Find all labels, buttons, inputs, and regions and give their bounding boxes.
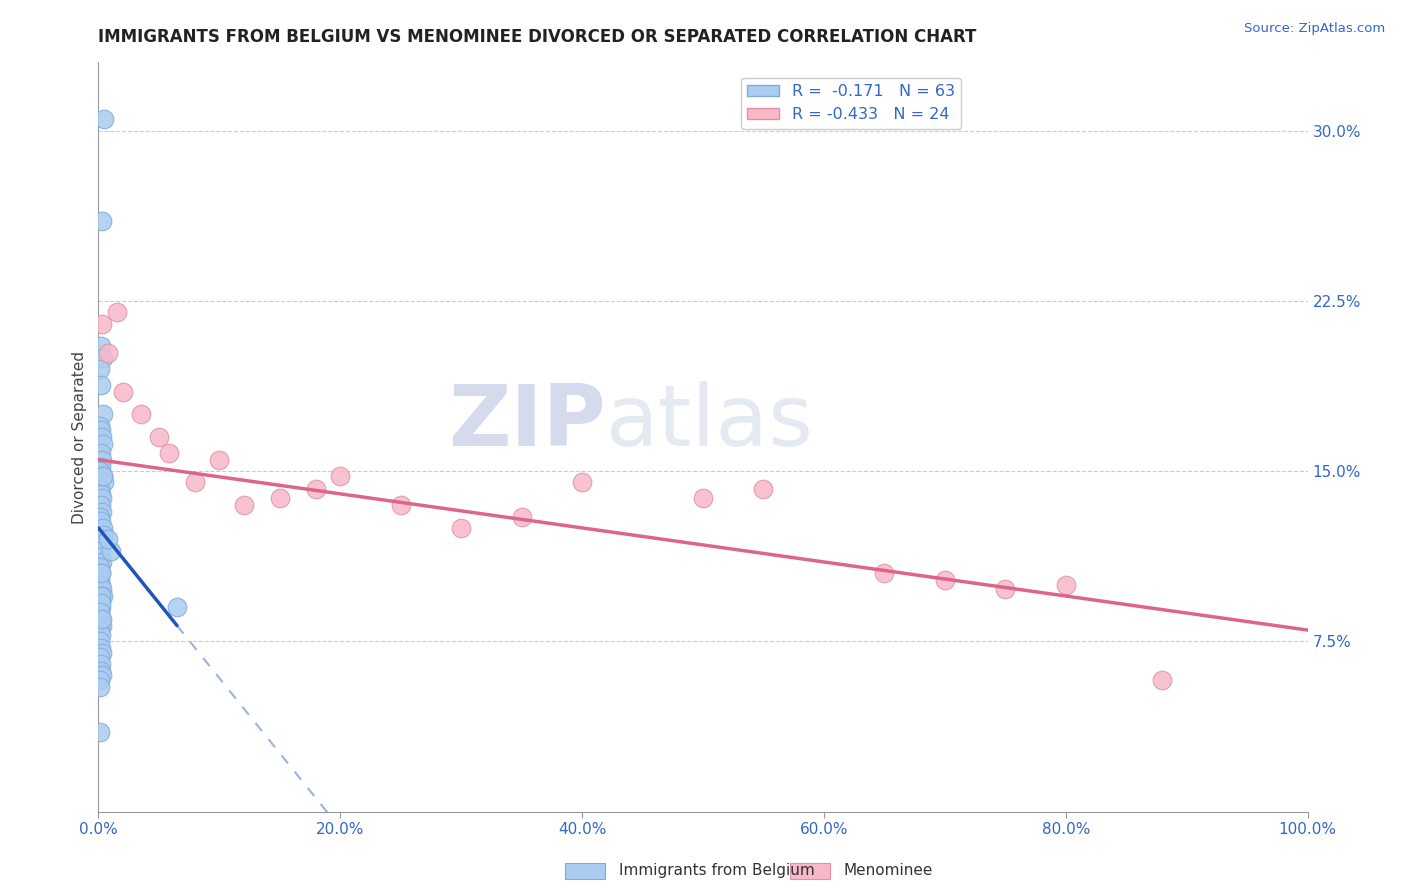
Point [89,634,111,648]
Point [93,112,115,127]
Point [873,566,896,581]
Point [91,214,114,228]
Point [934,573,956,587]
Y-axis label: Divorced or Separated: Divorced or Separated [72,351,87,524]
Point [90,514,112,528]
Point [90,339,112,353]
Text: ZIP: ZIP [449,381,606,464]
Point [89,623,111,637]
Point [90,566,112,581]
Point [90,577,112,591]
Point [89,673,111,687]
Point [90,627,112,641]
Point [89,605,111,619]
Point [91,468,114,483]
Point [91,317,114,331]
Point [91,521,114,535]
Point [91,618,114,632]
Text: Source: ZipAtlas.com: Source: ZipAtlas.com [1244,22,1385,36]
Point [90,657,112,672]
Point [89,483,111,497]
Point [1054,577,1077,591]
Point [692,491,714,506]
Point [90,600,112,615]
Text: atlas: atlas [606,381,814,464]
Point [91,430,114,444]
Point [329,468,352,483]
Point [89,464,111,478]
Point [450,521,472,535]
Point [90,550,112,565]
Point [91,491,114,506]
Point [111,384,134,399]
Point [1152,673,1174,687]
Point [752,483,775,497]
Point [89,650,111,665]
Point [91,437,114,451]
Point [90,596,112,610]
Point [305,483,328,497]
Point [389,498,412,512]
Point [91,589,114,603]
Point [148,430,170,444]
Legend: R =  -0.171   N = 63, R = -0.433   N = 24: R = -0.171 N = 63, R = -0.433 N = 24 [741,78,962,128]
Point [89,362,111,376]
Point [91,582,114,597]
Point [91,668,114,682]
Point [90,446,112,460]
Point [510,509,533,524]
Point [90,533,112,547]
Point [91,505,114,519]
Point [91,612,114,626]
Point [90,641,112,656]
Point [90,566,112,581]
Point [97,533,120,547]
Point [105,305,128,319]
Point [90,498,112,512]
Point [90,612,112,626]
Point [91,351,114,365]
Point [184,475,207,490]
Point [91,555,114,569]
Point [89,596,111,610]
Point [91,537,114,551]
Point [571,475,593,490]
Point [91,468,114,483]
Point [90,487,112,501]
Text: IMMIGRANTS FROM BELGIUM VS MENOMINEE DIVORCED OR SEPARATED CORRELATION CHART: IMMIGRANTS FROM BELGIUM VS MENOMINEE DIV… [98,28,977,45]
Point [269,491,291,506]
Point [97,346,120,360]
Point [90,664,112,678]
Point [232,498,254,512]
Point [166,600,188,615]
Point [89,680,111,694]
Text: Immigrants from Belgium: Immigrants from Belgium [619,863,814,878]
Point [157,446,180,460]
Point [90,377,112,392]
Point [100,543,122,558]
Point [89,418,111,433]
Point [90,423,112,437]
Point [90,459,112,474]
Point [89,573,111,587]
Point [91,452,114,467]
Point [208,452,231,467]
Point [89,509,111,524]
Point [994,582,1017,597]
Point [89,559,111,574]
Point [91,408,114,422]
Point [93,527,115,541]
Point [91,646,114,660]
Point [89,725,111,739]
Point [89,605,111,619]
Text: Menominee: Menominee [844,863,934,878]
Point [90,589,112,603]
Point [93,475,115,490]
Point [89,543,111,558]
Point [129,408,152,422]
